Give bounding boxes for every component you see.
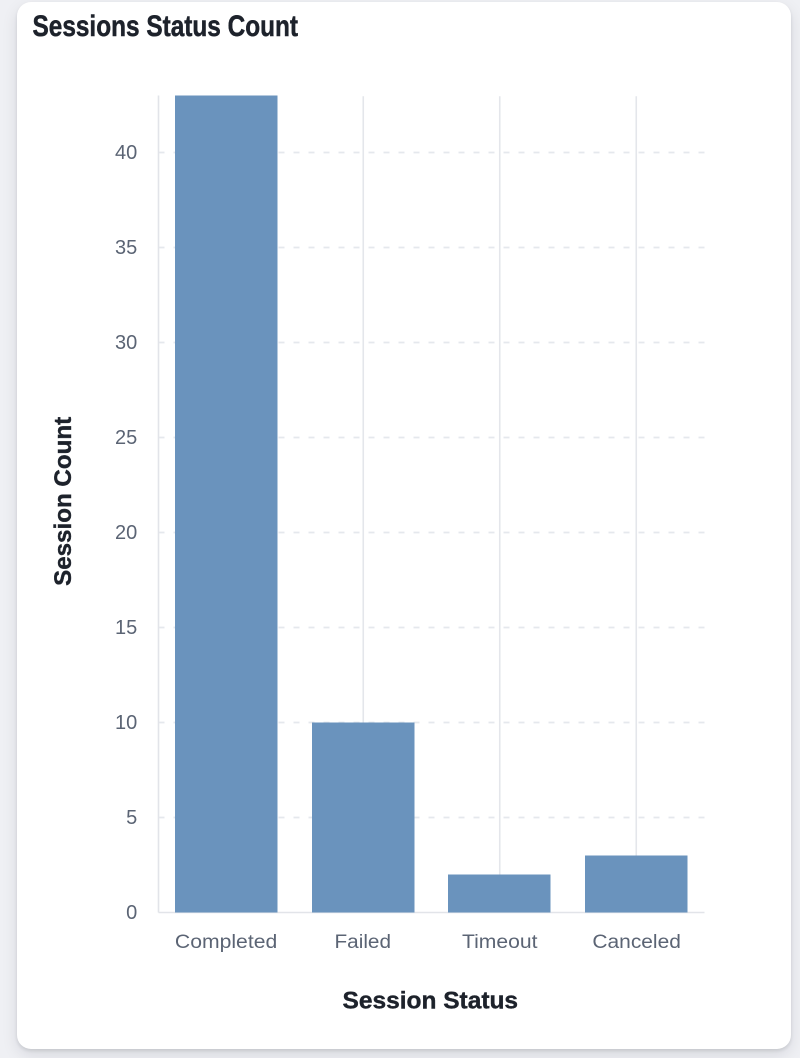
svg-text:5: 5 [126, 807, 137, 829]
svg-text:Failed: Failed [335, 932, 392, 953]
svg-text:20: 20 [115, 522, 137, 544]
svg-text:10: 10 [115, 712, 137, 734]
svg-text:15: 15 [115, 617, 137, 639]
svg-text:Canceled: Canceled [592, 932, 681, 953]
svg-text:35: 35 [115, 237, 137, 259]
svg-text:Completed: Completed [175, 932, 277, 953]
svg-text:Sessions Status Count: Sessions Status Count [33, 10, 299, 43]
svg-text:25: 25 [115, 427, 137, 449]
svg-text:30: 30 [115, 332, 137, 354]
svg-text:Timeout: Timeout [462, 932, 538, 953]
svg-text:Session Status: Session Status [343, 988, 519, 1015]
svg-text:0: 0 [126, 902, 137, 924]
svg-text:40: 40 [115, 142, 137, 164]
svg-text:Session Count: Session Count [50, 417, 77, 586]
